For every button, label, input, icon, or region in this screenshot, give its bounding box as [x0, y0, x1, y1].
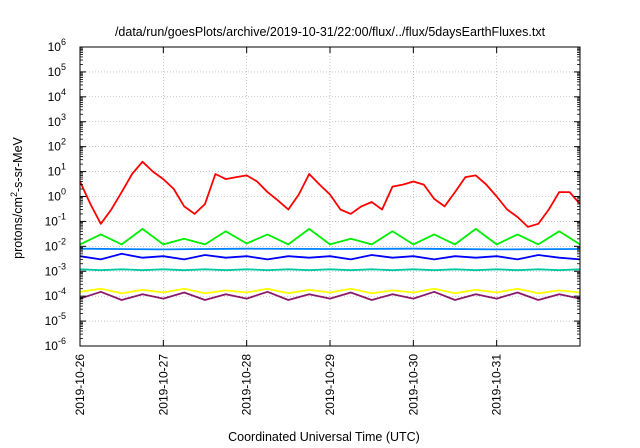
y-axis-label-rest: -s-sr-MeV: [11, 136, 25, 192]
series-line-6: [79, 287, 581, 295]
y-tick-label: 104: [48, 87, 66, 104]
series-line-2: [79, 227, 581, 246]
y-tick-label: 102: [48, 137, 66, 154]
x-axis-label: Coordinated Universal Time (UTC): [228, 430, 420, 444]
y-tick-label: 10-4: [45, 286, 66, 303]
x-tick-label: 2019-10-30: [406, 354, 420, 416]
y-tick-label: 103: [48, 112, 66, 129]
x-tick-label: 2019-10-26: [73, 354, 87, 416]
series-layer: [79, 160, 581, 301]
y-tick-label: 10-1: [45, 211, 66, 228]
y-tick-label: 10-2: [45, 236, 66, 253]
y-tick-label: 10-5: [45, 311, 66, 328]
y-tick-label: 10-6: [45, 336, 66, 353]
series-line-5: [79, 268, 581, 272]
y-axis-label: protons/cm2-s-sr-MeV: [9, 136, 25, 258]
x-tick-label: 2019-10-31: [490, 354, 504, 416]
x-tick-label: 2019-10-29: [323, 354, 337, 416]
grid: [79, 47, 580, 346]
y-tick-label: 106: [48, 37, 66, 54]
y-axis-label-main: protons/cm: [11, 197, 25, 259]
x-tick-label: 2019-10-28: [240, 354, 254, 416]
series-line-1: [79, 160, 581, 228]
chart-title: /data/run/goesPlots/archive/2019-10-31/2…: [115, 25, 546, 39]
y-tick-label: 100: [48, 187, 66, 204]
y-tick-label: 10-3: [45, 261, 66, 278]
y-tick-label: 105: [48, 62, 66, 79]
y-tick-label: 101: [48, 162, 66, 179]
series-line-3: [79, 252, 581, 261]
series-line-7: [79, 290, 581, 301]
x-axis-ticks: 2019-10-26 2019-10-27 2019-10-28 2019-10-29…: [73, 47, 504, 415]
x-tick-label: 2019-10-27: [156, 354, 170, 416]
series-line-4: [79, 247, 581, 251]
y-axis-label-superscript: 2: [9, 192, 19, 197]
y-axis-ticks: 10-6 10-5 10-4 10-3 10-2 10-1 100 101 102 103 104 1…: [45, 37, 580, 353]
